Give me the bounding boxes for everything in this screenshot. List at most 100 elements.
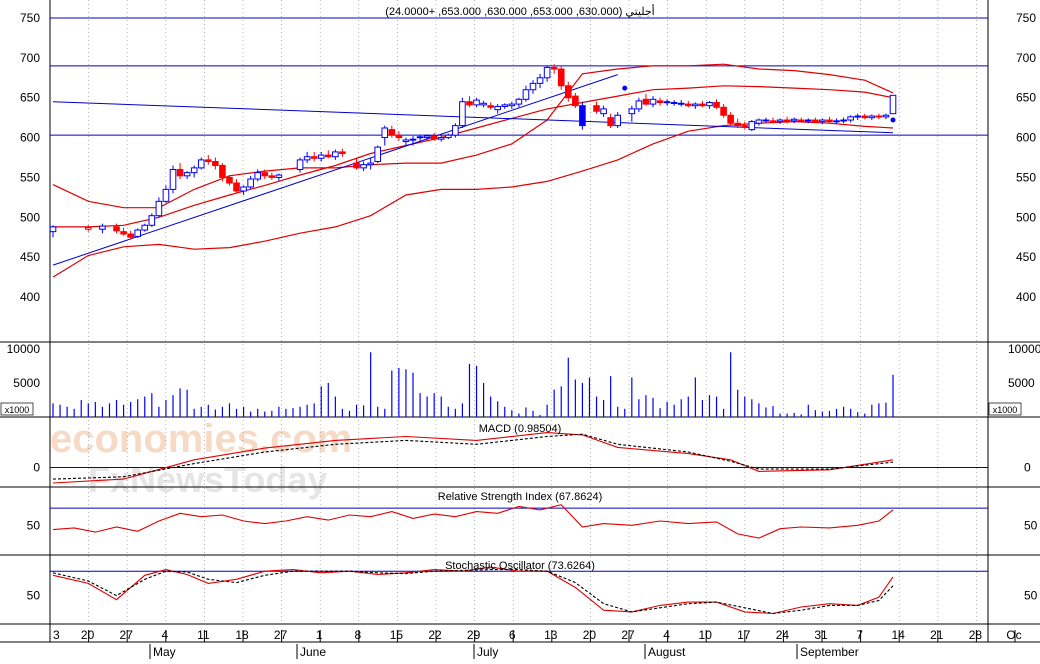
volume-tick-right: 5000 <box>1008 376 1035 390</box>
price-tick-left: 400 <box>20 290 40 304</box>
price-tick-left: 700 <box>20 51 40 65</box>
candle <box>543 65 551 82</box>
volume-axis-labels: 5000 5000 10000 10000 <box>7 342 1040 390</box>
candle <box>452 123 459 138</box>
stochastic-axis-labels: 50 50 <box>27 589 1038 603</box>
candle-body <box>797 119 805 122</box>
candle <box>169 165 177 194</box>
candle <box>522 85 530 102</box>
candle-body <box>550 66 558 70</box>
candle <box>515 97 523 108</box>
price-tick-right: 450 <box>1016 250 1036 264</box>
candle-body <box>219 164 226 178</box>
candle <box>49 225 57 238</box>
candle-body <box>374 146 382 162</box>
candle-body <box>868 115 876 119</box>
candle <box>459 97 466 129</box>
price-tick-right: 750 <box>1016 11 1036 25</box>
candle-body <box>148 215 156 226</box>
candle <box>423 134 431 140</box>
candle-body <box>190 167 198 174</box>
candle-body <box>49 226 57 233</box>
candle-body <box>515 98 523 105</box>
candle <box>254 169 262 182</box>
candle-body <box>804 119 812 122</box>
candle-body <box>204 159 212 162</box>
indicator-tick-left: 50 <box>27 518 41 532</box>
price-tick-left: 500 <box>20 210 40 224</box>
candle-body <box>409 138 417 141</box>
candle <box>790 117 798 124</box>
candle-body <box>522 89 530 100</box>
candle-body <box>748 121 756 131</box>
candle <box>536 73 544 89</box>
candle-body <box>430 135 438 140</box>
candle-body <box>720 106 727 116</box>
candle-body <box>176 168 184 177</box>
candle <box>593 101 600 114</box>
candle-body <box>473 99 480 106</box>
candle <box>741 121 749 130</box>
candle-body <box>684 103 692 107</box>
candle-body <box>444 134 452 139</box>
candle <box>797 117 805 123</box>
candle <box>769 117 777 124</box>
candle-body <box>169 168 177 190</box>
candle-body <box>762 119 770 122</box>
date-label: 11 <box>197 628 210 642</box>
candle-body <box>713 101 720 108</box>
candle-body <box>769 120 777 123</box>
candle-body <box>240 186 247 192</box>
candle-body <box>353 162 360 169</box>
candle <box>861 113 869 120</box>
rsi-line <box>50 504 988 539</box>
candle <box>332 149 339 160</box>
watermark-economies: economies.com <box>50 417 352 461</box>
volume-unit-box-right <box>988 402 1022 416</box>
candle-body <box>614 114 622 127</box>
candle <box>706 100 713 109</box>
candle <box>635 97 643 113</box>
candle-body <box>416 136 424 139</box>
candle-body <box>303 156 311 161</box>
candle-body <box>402 139 410 143</box>
candle <box>212 157 219 170</box>
price-tick-right: 500 <box>1016 210 1036 224</box>
candle <box>367 158 374 170</box>
candle-body <box>155 200 163 217</box>
candle-body <box>324 154 332 158</box>
candle-body <box>600 108 607 115</box>
candle-body <box>317 154 325 159</box>
candle <box>649 96 657 108</box>
candle <box>162 185 170 203</box>
candle-body <box>388 129 396 136</box>
candle-body <box>452 125 459 136</box>
date-label: 4 <box>663 628 670 642</box>
candle <box>247 175 254 190</box>
candlesticks <box>49 64 897 240</box>
candle-body <box>360 164 367 169</box>
candle <box>480 100 487 108</box>
candle <box>466 96 473 108</box>
rsi-panel[interactable]: 50 50 Relative Strength Index (67.8624) <box>27 491 1038 539</box>
candle-body <box>677 102 685 105</box>
candle <box>381 125 389 146</box>
volume-panel[interactable]: 5000 5000 10000 10000 x1000 x1000 <box>0 342 1040 417</box>
candle-body <box>607 117 614 127</box>
candle-body <box>508 103 516 107</box>
candle <box>833 118 840 125</box>
candle <box>819 118 826 125</box>
candle-body <box>875 115 883 118</box>
candle <box>550 64 558 74</box>
stochastic-panel[interactable]: 50 50 Stochastic Oscillator (73.6264) <box>27 560 1038 615</box>
candle <box>402 137 410 146</box>
indicator-tick-right: 0 <box>1024 461 1031 475</box>
candle <box>197 157 205 170</box>
candle <box>854 113 862 121</box>
stochastic-lines <box>50 566 988 615</box>
price-panel[interactable]: 400 400 450 450 500 500 550 550 600 600 650 650 700 7… <box>20 4 1036 304</box>
series-rsi <box>52 504 894 539</box>
marker-dots <box>622 85 896 123</box>
